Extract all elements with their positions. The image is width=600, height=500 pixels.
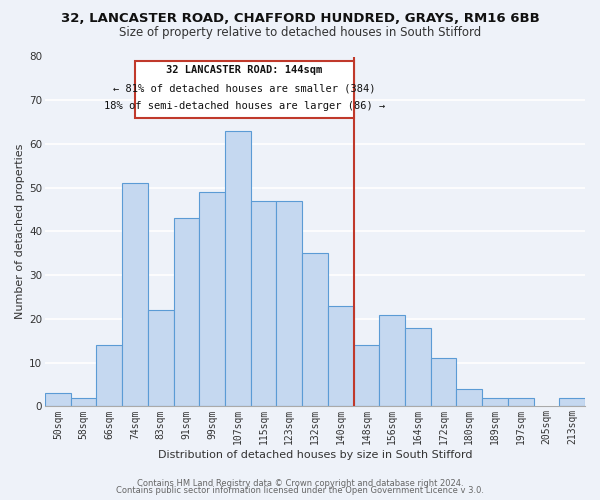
- Text: Contains public sector information licensed under the Open Government Licence v : Contains public sector information licen…: [116, 486, 484, 495]
- Bar: [225, 131, 251, 406]
- Bar: [328, 306, 353, 406]
- FancyBboxPatch shape: [135, 61, 353, 118]
- Bar: [71, 398, 97, 406]
- Text: Contains HM Land Registry data © Crown copyright and database right 2024.: Contains HM Land Registry data © Crown c…: [137, 478, 463, 488]
- Text: Size of property relative to detached houses in South Stifford: Size of property relative to detached ho…: [119, 26, 481, 39]
- Text: ← 81% of detached houses are smaller (384): ← 81% of detached houses are smaller (38…: [113, 84, 376, 94]
- Text: 32, LANCASTER ROAD, CHAFFORD HUNDRED, GRAYS, RM16 6BB: 32, LANCASTER ROAD, CHAFFORD HUNDRED, GR…: [61, 12, 539, 26]
- Y-axis label: Number of detached properties: Number of detached properties: [15, 144, 25, 319]
- Bar: [353, 345, 379, 406]
- Bar: [251, 201, 277, 406]
- Bar: [97, 345, 122, 406]
- Bar: [45, 394, 71, 406]
- X-axis label: Distribution of detached houses by size in South Stifford: Distribution of detached houses by size …: [158, 450, 472, 460]
- Bar: [508, 398, 533, 406]
- Bar: [148, 310, 173, 406]
- Bar: [122, 184, 148, 406]
- Bar: [405, 328, 431, 406]
- Bar: [277, 201, 302, 406]
- Bar: [559, 398, 585, 406]
- Bar: [302, 254, 328, 406]
- Bar: [431, 358, 457, 406]
- Text: 32 LANCASTER ROAD: 144sqm: 32 LANCASTER ROAD: 144sqm: [166, 65, 322, 75]
- Bar: [173, 218, 199, 406]
- Bar: [457, 389, 482, 406]
- Bar: [199, 192, 225, 406]
- Bar: [482, 398, 508, 406]
- Bar: [379, 314, 405, 406]
- Text: 18% of semi-detached houses are larger (86) →: 18% of semi-detached houses are larger (…: [104, 101, 385, 111]
